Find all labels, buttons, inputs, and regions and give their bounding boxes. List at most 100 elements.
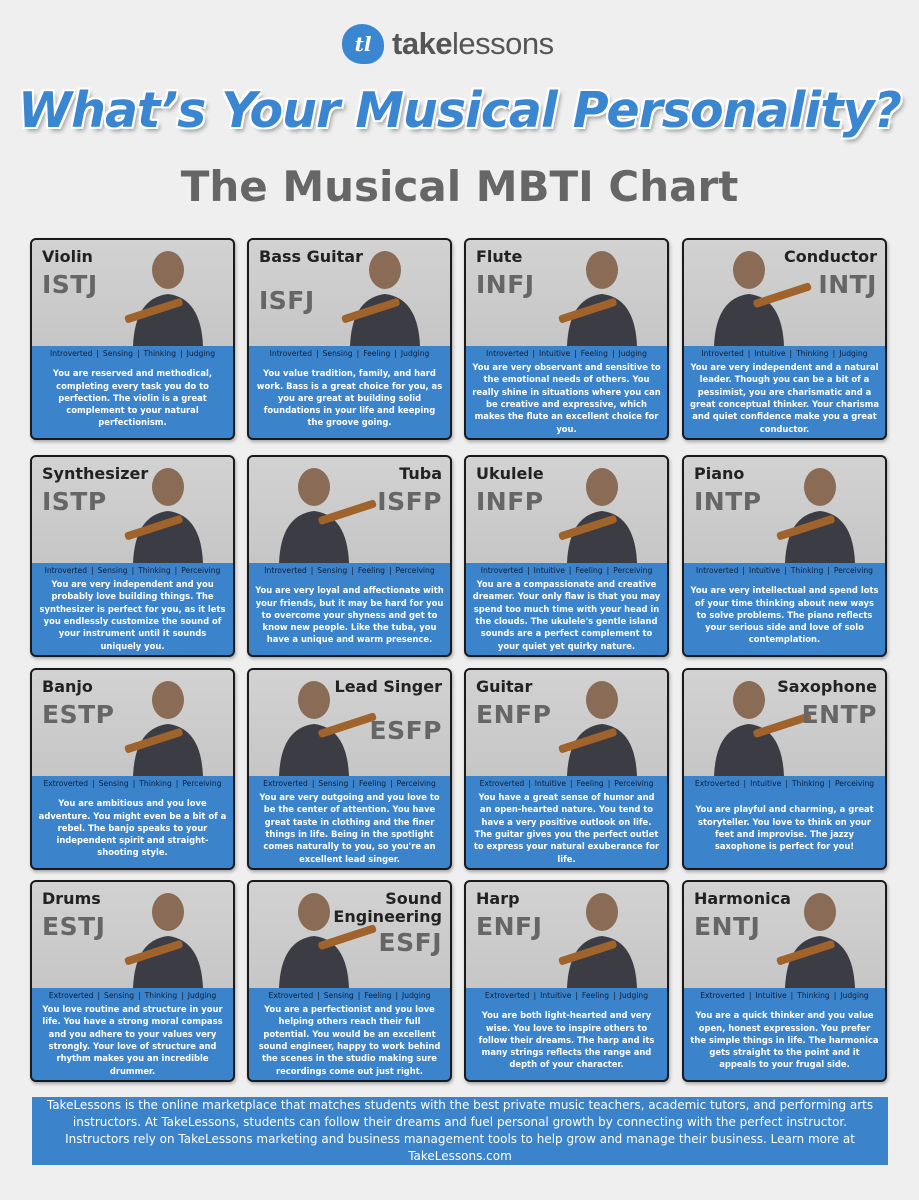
- instrument-name: Flute: [476, 247, 523, 266]
- description-text: You are very observant and sensitive to …: [472, 362, 661, 434]
- trait-label: Perceiving: [181, 566, 221, 575]
- banjo-player-photo: [32, 670, 233, 776]
- trait-separator: |: [570, 779, 573, 788]
- trait-list: Introverted | Sensing | Feeling | Perceiving: [249, 566, 450, 575]
- trait-label: Judging: [839, 349, 868, 358]
- mbti-type: ISFP: [377, 487, 442, 516]
- trait-separator: |: [784, 566, 787, 575]
- trait-label: Intuitive: [540, 991, 572, 1000]
- trait-label: Thinking: [797, 991, 830, 1000]
- trait-list: Introverted | Intuitive | Feeling | Perceiving: [466, 566, 667, 575]
- trait-label: Extroverted: [263, 779, 308, 788]
- trait-separator: |: [574, 349, 577, 358]
- trait-label: Thinking: [139, 779, 172, 788]
- personality-description: You love routine and structure in your l…: [38, 1004, 227, 1076]
- trait-list: Extroverted | Sensing | Thinking | Judging: [32, 991, 233, 1000]
- trait-separator: |: [310, 566, 314, 575]
- violin-player-photo: [32, 240, 233, 346]
- trait-separator: |: [351, 566, 354, 575]
- trait-label: Judging: [187, 991, 217, 1000]
- description-text: You are a perfectionist and you love hel…: [258, 1004, 441, 1076]
- trait-label: Judging: [186, 349, 216, 358]
- logo-word-take: take: [392, 26, 453, 61]
- personality-card-entp: Saxophone ENTP Extroverted | Intuitive | Thi…: [682, 668, 887, 870]
- trait-label: Extroverted: [48, 991, 94, 1000]
- sound-engineer-photo: [249, 882, 450, 988]
- trait-separator: |: [92, 779, 95, 788]
- mbti-type: INFJ: [476, 270, 535, 299]
- trait-label: Judging: [618, 349, 647, 358]
- trait-list: Introverted | Intuitive | Thinking | Judging: [684, 349, 885, 358]
- musician-silhouette-icon: [714, 681, 812, 776]
- trait-label: Thinking: [138, 566, 171, 575]
- musician-silhouette-icon: [714, 251, 812, 346]
- trait-separator: |: [832, 349, 836, 358]
- trait-label: Introverted: [701, 349, 744, 358]
- trait-list: Introverted | Sensing | Thinking | Judging: [32, 349, 233, 358]
- trait-separator: |: [790, 991, 794, 1000]
- description-text: You value tradition, family, and hard wo…: [256, 368, 443, 428]
- trait-separator: |: [352, 779, 355, 788]
- mbti-type: ESFP: [369, 716, 442, 745]
- instrument-name: Guitar: [476, 677, 533, 696]
- personality-description: You are reserved and methodical, complet…: [38, 362, 227, 434]
- trait-label: Judging: [402, 991, 431, 1000]
- instrument-name: Synthesizer: [42, 464, 149, 483]
- mbti-type: ISTP: [42, 487, 107, 516]
- trait-list: Extroverted | Intuitive | Thinking | Judging: [684, 991, 885, 1000]
- trait-label: Thinking: [791, 779, 825, 788]
- musician-silhouette-icon: [279, 468, 377, 563]
- trait-label: Judging: [840, 991, 869, 1000]
- trait-label: Thinking: [144, 991, 178, 1000]
- trait-separator: |: [311, 779, 315, 788]
- personality-description: You are a quick thinker and you value op…: [690, 1004, 879, 1076]
- trait-separator: |: [91, 566, 94, 575]
- trait-separator: |: [136, 349, 140, 358]
- trait-list: Introverted | Intuitive | Feeling | Judging: [466, 349, 667, 358]
- musician-silhouette-icon: [279, 681, 377, 776]
- mbti-type: INTP: [694, 487, 762, 516]
- mbti-type: INFP: [476, 487, 544, 516]
- musician-silhouette-icon: [558, 893, 637, 988]
- trait-label: Intuitive: [754, 349, 786, 358]
- logo-wordmark: takelessons: [392, 26, 554, 62]
- personality-card-istp: Synthesizer ISTP Introverted | Sensing | Thi…: [30, 455, 235, 657]
- synthesizer-photo: [32, 457, 233, 563]
- trait-label: Introverted: [486, 349, 529, 358]
- musician-silhouette-icon: [776, 893, 855, 988]
- trait-separator: |: [180, 349, 183, 358]
- trait-label: Perceiving: [182, 779, 222, 788]
- trait-list: Introverted | Sensing | Feeling | Judging: [249, 349, 450, 358]
- trait-label: Extroverted: [268, 991, 314, 1000]
- personality-card-intj: Conductor INTJ Introverted | Intuitive | Thi…: [682, 238, 887, 440]
- trait-label: Judging: [400, 349, 430, 358]
- trait-label: Sensing: [102, 349, 133, 358]
- trait-list: Extroverted | Intuitive | Thinking | Perceivin…: [684, 779, 885, 788]
- trait-label: Sensing: [322, 349, 353, 358]
- musician-silhouette-icon: [558, 468, 637, 563]
- personality-card-esfp: Lead Singer ESFP Extroverted | Sensing | Fee…: [247, 668, 452, 870]
- harp-player-photo: [466, 882, 667, 988]
- description-text: You are very independent and you probabl…: [39, 579, 226, 651]
- trait-separator: |: [742, 566, 745, 575]
- trait-label: Thinking: [790, 566, 824, 575]
- trait-label: Feeling: [575, 566, 603, 575]
- trait-label: Perceiving: [396, 779, 436, 788]
- trait-separator: |: [317, 991, 320, 1000]
- mbti-type: ENFJ: [476, 912, 543, 941]
- description-text: You are very independent and a natural l…: [690, 362, 879, 434]
- personality-description: You are very observant and sensitive to …: [472, 362, 661, 434]
- description-text: You are a quick thinker and you value op…: [690, 1010, 879, 1070]
- tuba-player-photo: [249, 457, 450, 563]
- trait-separator: |: [390, 779, 393, 788]
- trait-label: Feeling: [576, 779, 604, 788]
- personality-card-entj: Harmonica ENTJ Extroverted | Intuitive | Thi…: [682, 880, 887, 1082]
- conductor-photo: [684, 240, 885, 346]
- personality-card-estj: Drums ESTJ Extroverted | Sensing | Thinking |…: [30, 880, 235, 1082]
- trait-label: Extroverted: [43, 779, 89, 788]
- trait-label: Sensing: [318, 779, 349, 788]
- trait-separator: |: [789, 349, 793, 358]
- trait-label: Intuitive: [755, 991, 787, 1000]
- trait-separator: |: [527, 566, 530, 575]
- mbti-type: ISFJ: [259, 286, 315, 315]
